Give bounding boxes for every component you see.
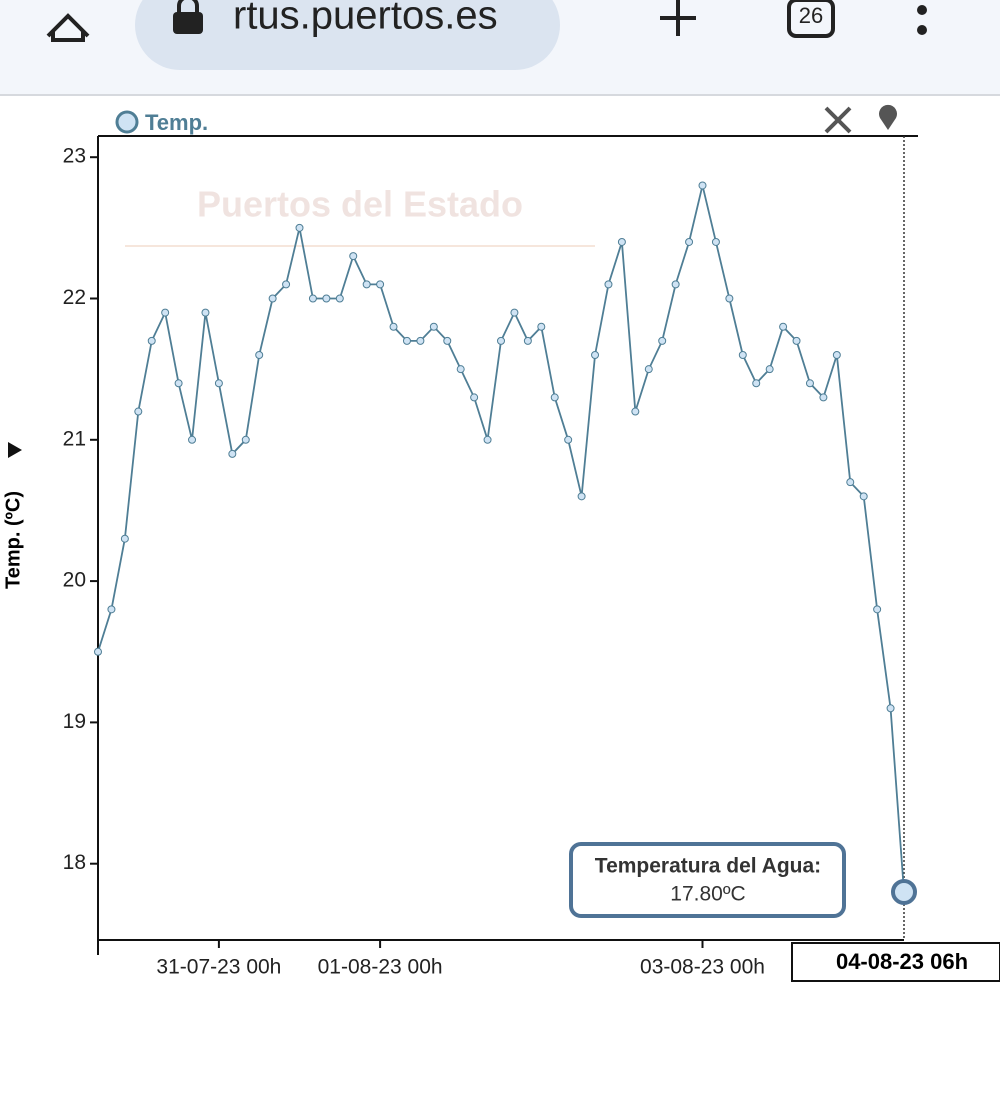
- crosshair-label: 04-08-23 06h: [836, 949, 968, 974]
- data-point: [497, 336, 505, 345]
- y-tick-label: 19: [63, 710, 86, 733]
- data-point: [725, 294, 734, 303]
- series-line: [97, 185, 905, 893]
- data-point: [134, 407, 143, 416]
- data-point: [805, 379, 814, 388]
- data-point: [282, 280, 291, 289]
- data-point: [523, 336, 532, 345]
- data-point: [658, 336, 667, 345]
- data-point: [510, 308, 519, 317]
- legend-marker[interactable]: [115, 110, 139, 134]
- data-point: [779, 322, 788, 331]
- lock-shackle: [177, 0, 199, 12]
- data-point: [537, 322, 546, 331]
- data-point: [891, 878, 917, 905]
- data-point: [577, 492, 586, 501]
- y-tick-label: 23: [63, 145, 86, 168]
- new-tab-icon[interactable]: [660, 0, 696, 36]
- data-point: [832, 351, 841, 360]
- data-point: [483, 435, 492, 444]
- data-point: [819, 393, 828, 402]
- data-point: [792, 336, 801, 345]
- data-point: [617, 237, 626, 246]
- y-tick-label: 21: [63, 427, 86, 450]
- tabs-count: 26: [799, 3, 823, 28]
- data-point: [362, 280, 371, 289]
- url-text: rtus.puertos.es: [233, 0, 498, 38]
- data-point: [389, 322, 398, 331]
- watermark: Puertos del Estado: [197, 184, 523, 225]
- data-point: [349, 252, 358, 261]
- data-point: [295, 223, 304, 232]
- data-point: [322, 294, 331, 303]
- url-box[interactable]: [135, 0, 560, 70]
- data-point: [107, 605, 116, 614]
- data-point: [752, 379, 761, 388]
- y-tick-label: 20: [63, 569, 86, 592]
- data-point: [335, 294, 344, 303]
- tooltip: [569, 842, 846, 918]
- data-point: [161, 308, 170, 317]
- data-point: [671, 280, 680, 289]
- data-point: [147, 336, 156, 345]
- data-point: [228, 449, 237, 458]
- data-point: [685, 237, 694, 246]
- data-point: [94, 647, 102, 656]
- x-tick-label: 31-07-23 00h: [156, 956, 281, 979]
- data-point: [120, 534, 129, 543]
- tabs-icon[interactable]: [787, 0, 835, 38]
- y-tick-label: 18: [63, 851, 86, 874]
- data-point: [376, 280, 385, 289]
- data-point: [255, 351, 264, 360]
- data-point: [550, 393, 559, 402]
- y-tick-label: 22: [63, 286, 86, 309]
- data-point: [604, 280, 613, 289]
- data-point: [873, 605, 882, 614]
- data-point: [308, 294, 317, 303]
- y-axis-label: Temp. (ºC): [2, 491, 24, 589]
- data-point: [846, 478, 855, 487]
- data-point: [711, 237, 720, 246]
- x-tick-label: 03-08-23 00h: [640, 956, 765, 979]
- data-point: [859, 492, 868, 501]
- menu-icon[interactable]: [917, 5, 927, 35]
- home-icon[interactable]: [46, 13, 90, 42]
- data-point: [738, 351, 747, 360]
- data-point: [214, 379, 223, 388]
- data-point: [443, 336, 452, 345]
- data-point: [765, 365, 774, 374]
- location-icon[interactable]: [879, 104, 897, 130]
- data-point: [268, 294, 277, 303]
- fullscreen-icon[interactable]: [824, 106, 852, 134]
- data-point: [631, 407, 640, 416]
- axis-toggle[interactable]: [8, 442, 22, 458]
- data-point: [402, 336, 411, 345]
- tooltip-title: Temperatura del Agua:: [595, 855, 821, 878]
- data-point: [456, 365, 465, 374]
- data-point: [429, 322, 438, 331]
- crosshair-label-box: [791, 942, 1000, 982]
- data-point: [201, 308, 210, 317]
- data-point: [698, 181, 707, 190]
- data-point: [644, 365, 653, 374]
- x-tick-label: 01-08-23 00h: [318, 956, 443, 979]
- legend-label[interactable]: Temp.: [145, 110, 208, 135]
- data-point: [174, 379, 183, 388]
- tooltip-text: 17.80ºC: [670, 883, 745, 906]
- data-point: [188, 435, 197, 444]
- data-point: [886, 704, 895, 713]
- data-point: [470, 393, 479, 402]
- data-point: [241, 435, 250, 444]
- data-point: [416, 336, 425, 345]
- lock-icon: [173, 12, 203, 34]
- data-point: [564, 435, 573, 444]
- data-point: [591, 351, 600, 360]
